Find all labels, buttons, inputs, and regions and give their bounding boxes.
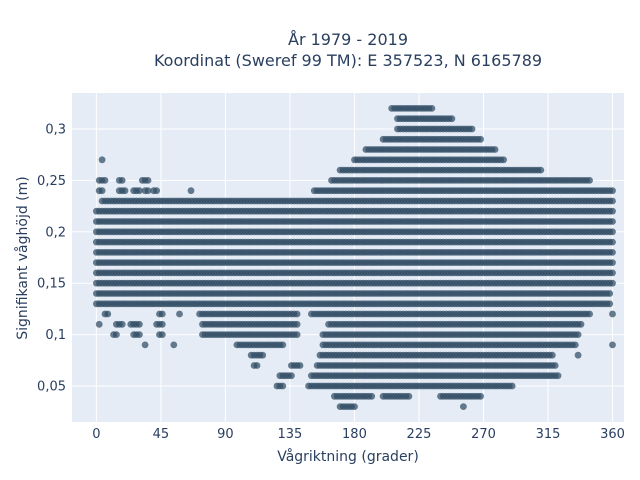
data-point bbox=[170, 341, 178, 349]
x-tick-label: 225 bbox=[407, 427, 432, 442]
y-axis-ticks: 0,05 0,1 0,15 0,2 0,25 0,3 bbox=[37, 122, 66, 394]
data-point bbox=[548, 351, 556, 359]
data-point bbox=[571, 341, 579, 349]
y-tick-label: 0,1 bbox=[45, 328, 66, 343]
data-point bbox=[609, 218, 616, 225]
data-point bbox=[158, 310, 166, 318]
data-point bbox=[293, 310, 301, 318]
data-point bbox=[118, 177, 126, 184]
x-tick-label: 270 bbox=[471, 427, 496, 442]
data-point bbox=[121, 187, 129, 195]
data-point bbox=[537, 166, 545, 174]
data-point bbox=[554, 372, 562, 380]
data-points bbox=[93, 105, 616, 410]
data-point bbox=[586, 310, 593, 318]
data-point bbox=[98, 156, 106, 164]
data-point bbox=[351, 403, 358, 410]
x-tick-label: 90 bbox=[217, 427, 234, 442]
y-tick-label: 0,2 bbox=[45, 225, 66, 240]
data-point bbox=[101, 177, 109, 184]
data-point bbox=[577, 320, 585, 328]
data-point bbox=[609, 238, 616, 246]
data-point bbox=[448, 115, 456, 123]
data-point bbox=[144, 187, 152, 195]
x-tick-label: 45 bbox=[153, 427, 170, 442]
data-point bbox=[118, 320, 126, 328]
data-point bbox=[293, 331, 301, 338]
data-point bbox=[491, 146, 499, 153]
data-point bbox=[428, 105, 436, 112]
data-point bbox=[259, 351, 267, 359]
data-point bbox=[136, 320, 143, 328]
y-tick-label: 0,15 bbox=[37, 277, 66, 292]
data-point bbox=[500, 156, 507, 164]
data-point bbox=[158, 331, 166, 338]
data-point bbox=[551, 362, 559, 369]
data-point bbox=[609, 249, 616, 256]
data-point bbox=[144, 177, 152, 184]
data-point bbox=[368, 392, 376, 400]
data-point bbox=[586, 177, 593, 184]
data-point bbox=[176, 310, 183, 318]
data-point bbox=[468, 125, 476, 133]
y-tick-label: 0,05 bbox=[37, 380, 66, 395]
data-point bbox=[293, 320, 301, 328]
data-point bbox=[606, 300, 614, 308]
data-point bbox=[158, 320, 166, 328]
data-point bbox=[141, 341, 149, 349]
data-point bbox=[136, 187, 143, 195]
data-point bbox=[187, 187, 195, 195]
x-tick-label: 180 bbox=[342, 427, 367, 442]
data-point bbox=[136, 331, 143, 338]
data-point bbox=[606, 290, 614, 297]
x-tick-label: 315 bbox=[536, 427, 561, 442]
data-point bbox=[95, 320, 103, 328]
data-point bbox=[253, 362, 261, 369]
data-point bbox=[104, 310, 112, 318]
data-point bbox=[279, 382, 287, 390]
data-point bbox=[574, 331, 582, 338]
data-point bbox=[98, 187, 106, 195]
data-point bbox=[296, 362, 304, 369]
data-point bbox=[609, 187, 616, 195]
x-tick-label: 135 bbox=[278, 427, 303, 442]
x-axis-title: Vågriktning (grader) bbox=[277, 448, 419, 465]
data-point bbox=[574, 351, 582, 359]
data-point bbox=[609, 279, 616, 287]
data-point bbox=[508, 382, 516, 390]
data-point bbox=[609, 269, 616, 277]
data-point bbox=[279, 341, 287, 349]
y-tick-label: 0,25 bbox=[37, 174, 66, 189]
chart-title-line2: Koordinat (Sweref 99 TM): E 357523, N 61… bbox=[154, 51, 542, 70]
data-point bbox=[609, 341, 616, 349]
data-point bbox=[609, 207, 616, 215]
y-tick-label: 0,3 bbox=[45, 122, 66, 137]
data-point bbox=[113, 331, 120, 338]
data-point bbox=[609, 259, 616, 266]
y-axis-title: Signifikant våghöjd (m) bbox=[14, 176, 31, 339]
data-point bbox=[405, 392, 413, 400]
data-point bbox=[609, 228, 616, 236]
data-point bbox=[609, 310, 616, 318]
chart-title-line1: År 1979 - 2019 bbox=[288, 30, 408, 49]
data-point bbox=[477, 392, 484, 400]
x-axis-ticks: 0 45 90 135 180 225 270 315 360 bbox=[92, 427, 625, 442]
data-point bbox=[477, 135, 484, 143]
data-point bbox=[460, 403, 467, 410]
x-tick-label: 360 bbox=[600, 427, 625, 442]
x-tick-label: 0 bbox=[92, 427, 100, 442]
data-point bbox=[153, 187, 161, 195]
data-point bbox=[609, 197, 616, 205]
data-point bbox=[288, 372, 295, 380]
